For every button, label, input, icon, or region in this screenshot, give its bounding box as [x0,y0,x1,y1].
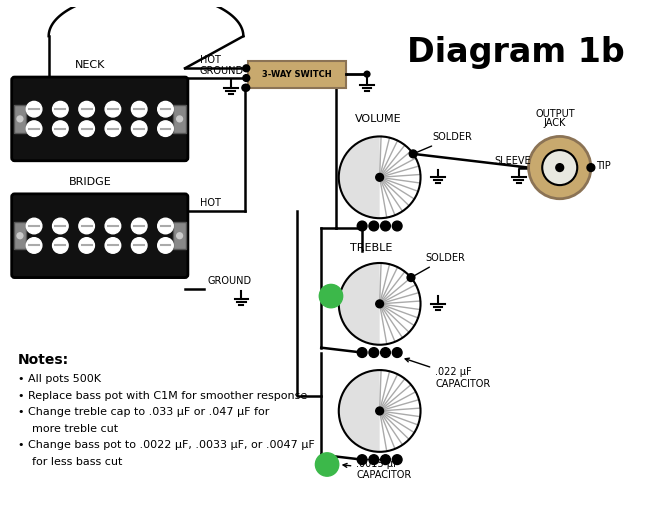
Circle shape [357,221,367,231]
Text: JACK: JACK [543,118,566,128]
Circle shape [380,455,390,465]
Circle shape [158,238,173,253]
Text: Notes:: Notes: [17,353,69,366]
Circle shape [105,218,121,234]
Circle shape [52,101,68,117]
Circle shape [131,101,147,117]
Text: VOLUME: VOLUME [355,114,402,124]
Bar [14,106,27,132]
Circle shape [376,300,384,308]
Circle shape [131,238,147,253]
Circle shape [52,218,68,234]
Circle shape [105,238,121,253]
Circle shape [529,136,591,199]
Text: GROUND: GROUND [207,276,252,286]
Circle shape [376,173,384,181]
Circle shape [79,218,94,234]
Wedge shape [339,136,380,218]
Circle shape [105,121,121,136]
Circle shape [364,71,370,77]
Text: HOT: HOT [199,198,221,208]
Circle shape [392,221,402,231]
Circle shape [407,274,415,281]
Circle shape [357,455,367,465]
Circle shape [131,121,147,136]
Circle shape [243,65,250,72]
Circle shape [369,348,378,358]
Circle shape [17,233,23,239]
Text: 3-WAY SWITCH: 3-WAY SWITCH [262,70,332,79]
Circle shape [542,150,577,185]
Text: TREBLE: TREBLE [351,243,393,253]
Text: .0015 μF
CAPACITOR: .0015 μF CAPACITOR [343,458,411,480]
Circle shape [320,285,343,308]
Wedge shape [339,263,380,345]
Circle shape [376,407,384,415]
Circle shape [52,121,68,136]
Circle shape [357,348,367,358]
Text: • All pots 500K: • All pots 500K [17,374,100,384]
Circle shape [27,218,42,234]
Bar [173,106,186,132]
Text: • Change bass pot to .0022 μF, .0033 μF, or .0047 μF: • Change bass pot to .0022 μF, .0033 μF,… [17,440,314,450]
Circle shape [27,238,42,253]
Bar [173,222,186,249]
Circle shape [243,75,250,81]
Text: more treble cut: more treble cut [17,424,118,434]
Circle shape [392,455,402,465]
Circle shape [27,101,42,117]
Text: SOLDER: SOLDER [416,132,472,153]
Bar [14,222,27,249]
Circle shape [242,85,248,91]
Circle shape [158,121,173,136]
Circle shape [177,233,182,239]
Circle shape [52,238,68,253]
Circle shape [79,101,94,117]
Text: TIP: TIP [596,161,611,171]
Circle shape [177,116,182,122]
Text: Diagram 1b: Diagram 1b [407,36,625,69]
Circle shape [158,101,173,117]
Circle shape [369,221,378,231]
Text: HOT: HOT [199,55,221,66]
Circle shape [243,85,250,91]
Text: • Change treble cap to .033 μF or .047 μF for: • Change treble cap to .033 μF or .047 μ… [17,407,269,417]
Circle shape [17,116,23,122]
Circle shape [79,238,94,253]
Text: • Replace bass pot with C1M for smoother response: • Replace bass pot with C1M for smoother… [17,391,307,401]
Circle shape [380,348,390,358]
Text: .022 μF
CAPACITOR: .022 μF CAPACITOR [405,358,490,388]
Text: OUTPUT: OUTPUT [535,109,575,119]
Text: BRIDGE: BRIDGE [69,177,111,187]
Circle shape [556,164,564,172]
FancyBboxPatch shape [248,60,345,88]
Text: GROUND: GROUND [199,66,244,76]
Circle shape [392,348,402,358]
FancyBboxPatch shape [12,194,188,278]
Circle shape [105,101,121,117]
Circle shape [380,221,390,231]
Circle shape [131,218,147,234]
Circle shape [158,218,173,234]
Text: SLEEVE: SLEEVE [495,156,531,166]
Circle shape [410,150,417,158]
Circle shape [79,121,94,136]
Text: SOLDER: SOLDER [413,253,465,276]
Text: NECK: NECK [75,60,105,70]
Circle shape [369,455,378,465]
FancyBboxPatch shape [12,77,188,161]
Text: for less bass cut: for less bass cut [17,457,122,467]
Circle shape [587,164,595,172]
Circle shape [27,121,42,136]
Circle shape [315,453,339,476]
Wedge shape [339,370,380,452]
